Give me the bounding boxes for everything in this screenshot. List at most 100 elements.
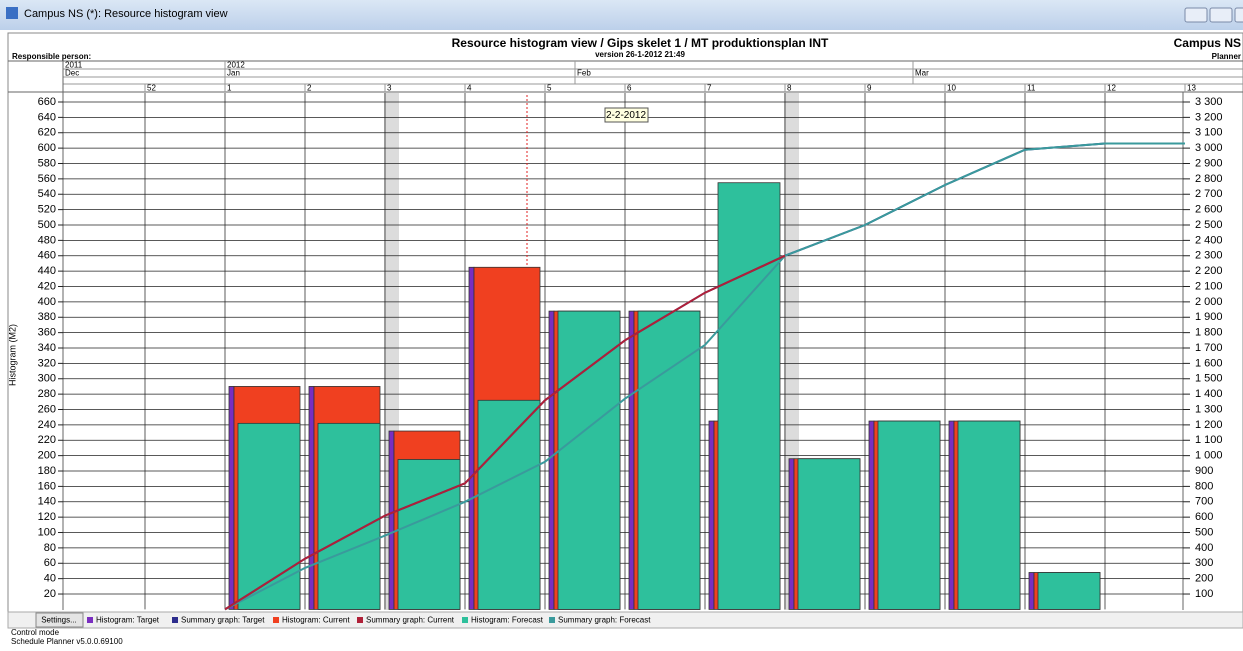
year-label: 2011 [65, 61, 83, 70]
legend-swatch [357, 617, 363, 623]
report-version: version 26-1-2012 21:49 [595, 50, 685, 59]
y2-tick-label: 3 100 [1195, 127, 1223, 139]
bar [637, 310, 701, 610]
y2-tick-label: 900 [1195, 465, 1213, 477]
week-label: 12 [1107, 84, 1116, 93]
y-tick-label: 500 [38, 219, 56, 231]
y-tick-label: 420 [38, 280, 56, 292]
week-label: 1 [227, 84, 232, 93]
summary-line [224, 254, 786, 611]
week-label: 6 [627, 84, 632, 93]
bar [797, 458, 861, 610]
window-title: Campus NS (*): Resource histogram view [24, 8, 228, 20]
y2-tick-label: 500 [1195, 526, 1213, 538]
y2-tick-label: 400 [1195, 542, 1213, 554]
month-label: Feb [577, 69, 591, 78]
legend-swatch [172, 617, 178, 623]
y-tick-label: 20 [44, 588, 56, 600]
y2-tick-label: 100 [1195, 588, 1213, 600]
month-label: Jan [227, 69, 240, 78]
week-label: 11 [1027, 84, 1036, 93]
y-tick-label: 80 [44, 542, 56, 554]
bar [557, 310, 621, 610]
week-label: 13 [1187, 84, 1196, 93]
title-bar [0, 0, 1243, 30]
y-tick-label: 480 [38, 234, 56, 246]
week-label: 7 [707, 84, 712, 93]
legend-label: Summary graph: Current [366, 616, 455, 625]
y2-tick-label: 2 500 [1195, 219, 1223, 231]
status-mode: Control mode [11, 628, 60, 637]
y2-tick-label: 1 900 [1195, 311, 1223, 323]
minimize-button[interactable] [1184, 7, 1208, 23]
y2-tick-label: 1 400 [1195, 388, 1223, 400]
bar [388, 430, 395, 610]
week-label: 52 [147, 84, 156, 93]
week-label: 4 [467, 84, 472, 93]
campus-label: Campus NS [1174, 36, 1241, 50]
y-tick-label: 100 [38, 526, 56, 538]
bar [957, 420, 1021, 610]
settings-text[interactable]: Settings... [41, 616, 77, 625]
y-tick-label: 220 [38, 434, 56, 446]
y2-tick-label: 2 800 [1195, 173, 1223, 185]
y-tick-label: 620 [38, 127, 56, 139]
close-button[interactable] [1234, 7, 1243, 23]
bar [717, 182, 781, 610]
y-tick-label: 60 [44, 557, 56, 569]
y2-tick-label: 2 700 [1195, 188, 1223, 200]
week-label: 2 [307, 84, 312, 93]
y-tick-label: 460 [38, 250, 56, 262]
legend-label: Summary graph: Target [181, 616, 265, 625]
bar [477, 399, 541, 610]
responsible-label: Responsible person: [12, 52, 91, 61]
legend-label: Histogram: Target [96, 616, 160, 625]
y-tick-label: 380 [38, 311, 56, 323]
y2-tick-label: 2 600 [1195, 204, 1223, 216]
y-tick-label: 160 [38, 480, 56, 492]
y2-tick-label: 1 100 [1195, 434, 1223, 446]
y-tick-label: 440 [38, 265, 56, 277]
week-label: 9 [867, 84, 872, 93]
bar [228, 386, 235, 610]
y-tick-label: 200 [38, 450, 56, 462]
y-tick-label: 540 [38, 188, 56, 200]
legend-bar [7, 611, 1243, 629]
settings-button[interactable] [35, 612, 84, 628]
y2-tick-label: 1 000 [1195, 450, 1223, 462]
bar [468, 266, 475, 610]
planner-label: Planner [1212, 52, 1241, 61]
y-tick-label: 660 [38, 96, 56, 108]
y2-tick-label: 1 200 [1195, 419, 1223, 431]
legend-swatch [549, 617, 555, 623]
y2-tick-label: 1 700 [1195, 342, 1223, 354]
legend-label: Histogram: Current [282, 616, 350, 625]
bar [317, 422, 381, 610]
bar [548, 310, 555, 610]
plot: 20 40 60 80 100 120 140 160 180 200 220 240 260 280 30… [38, 93, 1223, 611]
bar [708, 420, 715, 610]
y-tick-label: 120 [38, 511, 56, 523]
bar [308, 386, 315, 610]
y2-tick-label: 200 [1195, 573, 1213, 585]
bar [397, 459, 461, 610]
y-tick-label: 580 [38, 157, 56, 169]
y-tick-label: 360 [38, 327, 56, 339]
tooltip-text: 2-2-2012 [606, 110, 646, 121]
y2-tick-label: 700 [1195, 496, 1213, 508]
maximize-button[interactable] [1209, 7, 1233, 23]
y2-tick-label: 2 900 [1195, 157, 1223, 169]
y2-tick-label: 1 800 [1195, 327, 1223, 339]
bar [628, 310, 635, 610]
bar [1037, 572, 1101, 610]
y2-tick-label: 2 100 [1195, 280, 1223, 292]
legend-swatch [87, 617, 93, 623]
y2-tick-label: 2 000 [1195, 296, 1223, 308]
y2-tick-label: 1 600 [1195, 357, 1223, 369]
y2-tick-label: 3 200 [1195, 111, 1223, 123]
bar [948, 420, 955, 610]
y-tick-label: 40 [44, 573, 56, 585]
bar [868, 420, 875, 610]
